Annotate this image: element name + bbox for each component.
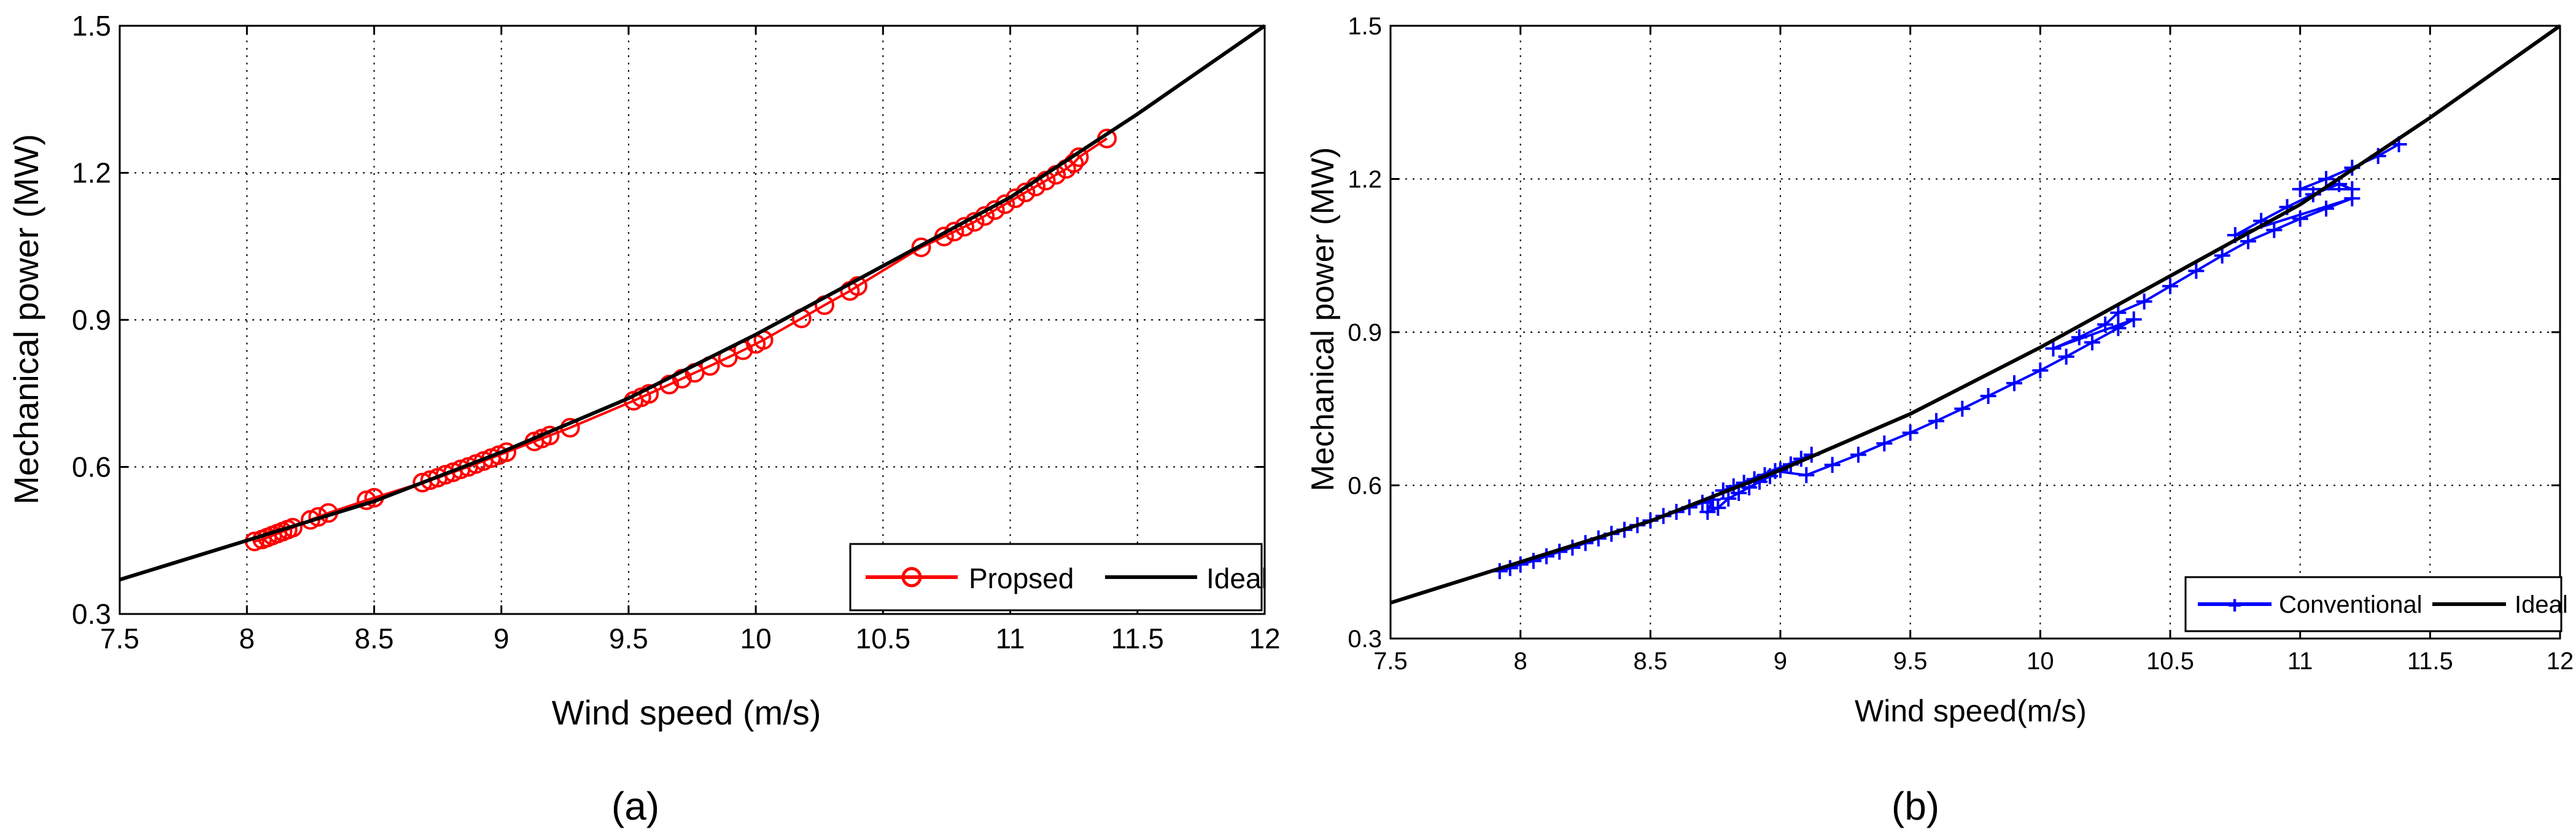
x-tick-label: 8 — [239, 623, 255, 654]
panel-caption-b: (b) — [1891, 784, 1939, 828]
legend-b: + Conventional Ideal — [2184, 576, 2568, 632]
y-tick-label: 1.5 — [1348, 13, 1382, 40]
y-tick-label: 0.9 — [72, 304, 111, 336]
x-tick-label: 7.5 — [100, 623, 139, 654]
x-tick-label: 12 — [2547, 648, 2574, 675]
legend-label-ideal: Ideal — [2515, 591, 2568, 618]
data-point — [911, 237, 931, 257]
y-axis-label: Mechanical power (MW) — [1305, 147, 1341, 492]
x-tick-label: 11 — [996, 623, 1025, 654]
legend-a: Propsed Ideal — [849, 543, 1268, 612]
y-tick-label: 1.5 — [72, 10, 111, 42]
x-tick-label: 9.5 — [1893, 648, 1928, 675]
y-tick-label: 1.2 — [1348, 166, 1382, 193]
y-tick-label: 0.6 — [1348, 473, 1382, 500]
y-axis-label: Mechanical power (MW) — [7, 134, 45, 505]
x-tick-label: 11.5 — [2407, 648, 2453, 675]
x-tick-label: 10 — [740, 623, 772, 654]
legend-label-conventional: Conventional — [2279, 591, 2423, 618]
plot-area-a: 7.5 8 8.5 9 9.5 10 10.5 11 11.5 12 0.3 0.6 0.9 1.2 1.5 — [72, 10, 1281, 654]
legend-marker-propsed — [901, 567, 922, 588]
x-tick-label: 10.5 — [2146, 648, 2194, 675]
series-ideal — [1390, 24, 2561, 605]
y-tick-label: 0.6 — [72, 451, 111, 483]
x-tick-label: 9 — [1774, 648, 1787, 675]
x-tick-label: 8 — [1514, 648, 1527, 675]
panel-a: (a) Mechanical power (MW) Wind speed (m/… — [7, 10, 1281, 828]
x-tick-label: 11 — [2287, 648, 2313, 675]
plot-frame — [118, 25, 1266, 615]
y-tick-label: 0.3 — [72, 598, 111, 630]
x-tick-label: 8.5 — [354, 623, 394, 654]
y-tick-label: 1.2 — [72, 157, 111, 189]
x-tick-label: 11.5 — [1111, 623, 1164, 654]
legend-label-ideal: Ideal — [1206, 562, 1268, 594]
x-tick-label: 9.5 — [609, 623, 648, 654]
x-tick-label: 9 — [494, 623, 510, 654]
legend-marker-conventional: + — [2227, 592, 2241, 619]
panel-b: (b) Mechanical power (MW) Wind speed(m/s… — [1305, 13, 2574, 828]
legend-label-propsed: Propsed — [969, 562, 1074, 594]
panel-caption-a: (a) — [611, 784, 659, 828]
series-line-ideal — [119, 24, 1266, 581]
series-ideal — [119, 24, 1266, 581]
x-tick-label: 12 — [1249, 623, 1280, 654]
x-axis-label: Wind speed(m/s) — [1855, 694, 2087, 728]
x-tick-label: 8.5 — [1634, 648, 1668, 675]
y-tick-label: 0.3 — [1348, 626, 1382, 653]
plot-frame — [1389, 25, 2561, 640]
x-axis-label: Wind speed (m/s) — [552, 693, 821, 732]
x-tick-label: 10 — [2027, 648, 2054, 675]
y-tick-label: 0.9 — [1348, 319, 1382, 346]
x-tick-label: 10.5 — [856, 623, 911, 654]
x-tick-label: 7.5 — [1373, 648, 1408, 675]
series-line-ideal — [1390, 24, 2561, 605]
plot-area-b: 7.5 8 8.5 9 9.5 10 10.5 11 11.5 12 0.3 0.6 0.9 1.2 1.5 — [1348, 13, 2574, 675]
